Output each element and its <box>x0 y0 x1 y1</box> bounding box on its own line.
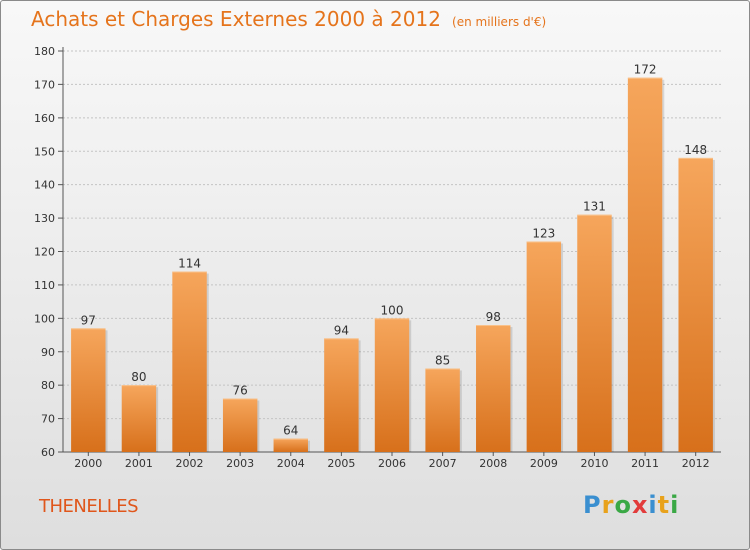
labels: 60 70 80 90 100 110 120 130 140 150 160 170 180 97 200… <box>34 45 710 470</box>
bar-value-label: 131 <box>583 200 606 214</box>
x-tick-label: 2012 <box>682 457 710 470</box>
y-tick-label: 170 <box>34 78 55 91</box>
bar-value-label: 85 <box>435 353 450 367</box>
y-tick-label: 90 <box>41 346 55 359</box>
x-tick-label: 2000 <box>74 457 102 470</box>
x-tick-label: 2006 <box>378 457 406 470</box>
bar <box>476 325 511 452</box>
x-tick-label: 2009 <box>530 457 558 470</box>
bar-value-label: 172 <box>634 63 657 77</box>
y-tick-label: 100 <box>34 312 55 325</box>
logo-letter: o <box>614 491 632 519</box>
x-tick-label: 2005 <box>327 457 355 470</box>
x-tick-label: 2001 <box>125 457 153 470</box>
bar-value-label: 94 <box>334 323 349 337</box>
bar <box>678 157 713 452</box>
bar-value-label: 76 <box>233 384 248 398</box>
y-tick-label: 60 <box>41 446 55 459</box>
y-tick-label: 80 <box>41 379 55 392</box>
y-tick-label: 160 <box>34 112 55 125</box>
logo-letter: t <box>657 491 671 519</box>
x-tick-label: 2010 <box>580 457 608 470</box>
bars <box>71 77 715 452</box>
y-tick-label: 70 <box>41 413 55 426</box>
bar-value-label: 80 <box>131 370 146 384</box>
bar <box>324 338 359 452</box>
bar <box>627 77 663 452</box>
y-tick-label: 180 <box>34 45 55 58</box>
logo-letter: i <box>670 491 680 519</box>
x-tick-label: 2003 <box>226 457 254 470</box>
bar-value-label: 114 <box>178 257 201 271</box>
bar <box>425 368 460 452</box>
bar <box>374 318 410 452</box>
bar-value-label: 97 <box>81 313 96 327</box>
logo-letter: P <box>583 491 602 519</box>
bar-value-label: 64 <box>283 424 298 438</box>
bar-value-label: 148 <box>684 143 707 157</box>
x-tick-label: 2008 <box>479 457 507 470</box>
y-tick-label: 150 <box>34 145 55 158</box>
bar-value-label: 123 <box>532 226 555 240</box>
chart-title: Achats et Charges Externes 2000 à 2012 (… <box>31 7 546 31</box>
y-tick-label: 130 <box>34 212 55 225</box>
x-tick-label: 2007 <box>429 457 457 470</box>
chart-unit-text: (en milliers d'€) <box>452 15 547 29</box>
bar <box>273 438 308 452</box>
bar <box>71 328 106 452</box>
bar-value-label: 98 <box>486 310 501 324</box>
y-tick-label: 120 <box>34 246 55 259</box>
bar <box>222 398 258 452</box>
proxiti-logo: Proxiti <box>583 491 679 519</box>
x-tick-label: 2002 <box>176 457 204 470</box>
commune-name: THENELLES <box>39 496 139 517</box>
bar <box>172 271 207 452</box>
bar <box>577 214 612 452</box>
chart-title-text: Achats et Charges Externes 2000 à 2012 <box>31 7 441 31</box>
x-tick-label: 2011 <box>631 457 659 470</box>
x-tick-label: 2004 <box>277 457 305 470</box>
bar-value-label: 100 <box>381 303 404 317</box>
logo-letter: x <box>631 491 649 519</box>
y-tick-label: 140 <box>34 179 55 192</box>
y-tick-label: 110 <box>34 279 55 292</box>
bar <box>526 241 562 452</box>
logo-letter: i <box>648 491 658 519</box>
logo-letter: r <box>601 491 615 519</box>
bar <box>121 385 157 452</box>
